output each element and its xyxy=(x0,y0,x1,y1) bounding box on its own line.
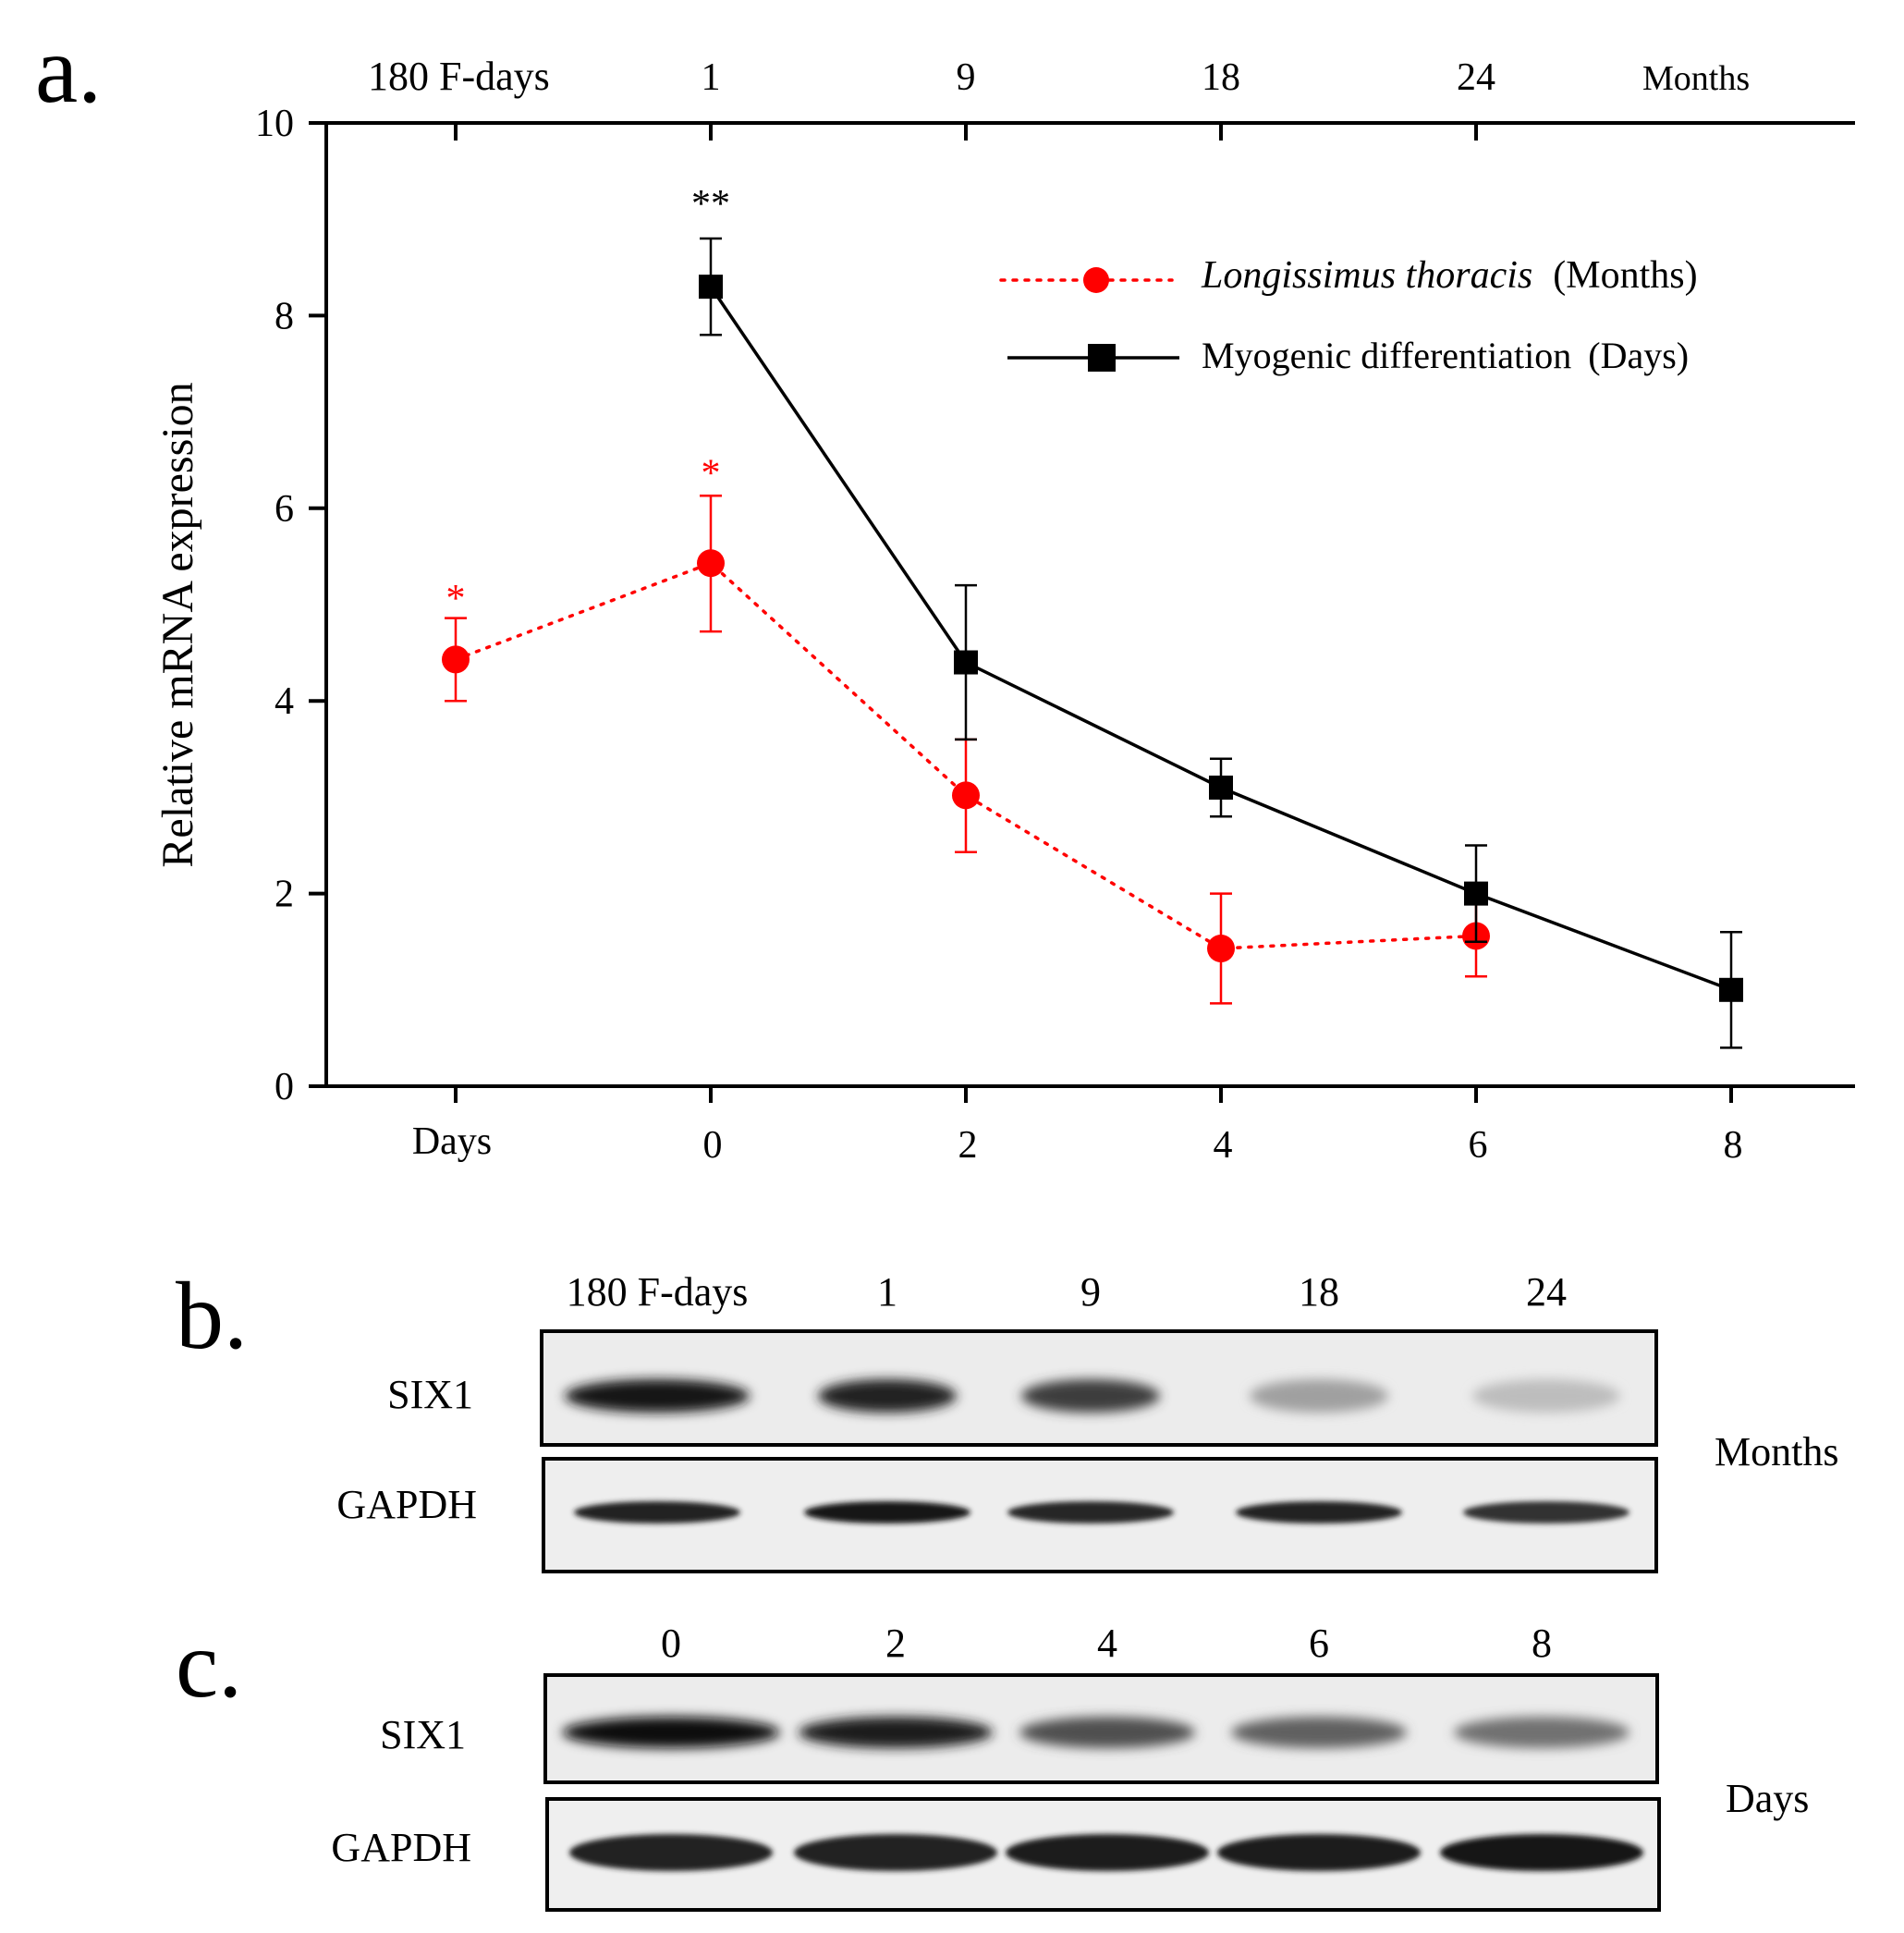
x-bottom-tick-label: 8 xyxy=(1724,1124,1743,1167)
x-top-tick-label: 18 xyxy=(1202,56,1240,99)
western_c-lane-label: 2 xyxy=(885,1621,906,1666)
western_c-gapdh-band xyxy=(1217,1834,1421,1871)
significance-marker: * xyxy=(446,578,466,620)
y-axis-label: Relative mRNA expression xyxy=(153,382,202,867)
data-point xyxy=(442,645,470,674)
data-point xyxy=(1464,881,1488,906)
x-top-tick-label: 180 F-days xyxy=(368,54,550,99)
x-bottom-tick-label: 4 xyxy=(1214,1124,1233,1167)
data-point xyxy=(1209,775,1233,800)
western_c-six1-band xyxy=(1019,1717,1195,1748)
data-point xyxy=(954,650,978,675)
western_b-gapdh-band xyxy=(1007,1501,1174,1523)
western_b-six1-band xyxy=(1250,1379,1388,1413)
western_c-lane-label: 4 xyxy=(1097,1621,1117,1666)
data-point xyxy=(1207,934,1235,962)
western_b-gapdh-band xyxy=(574,1501,740,1523)
x-top-tick-label: 24 xyxy=(1457,56,1495,99)
significance-marker: * xyxy=(702,453,721,495)
legend-label-red: Longissimus thoracis (Months) xyxy=(1201,254,1698,297)
western_b-gapdh-band xyxy=(1463,1501,1629,1523)
legend-series1-suffix: (Months) xyxy=(1553,254,1697,297)
blot-c-side-label: Days xyxy=(1726,1776,1809,1821)
y-tick-label: 2 xyxy=(275,874,294,916)
legend-marker-square xyxy=(1088,344,1116,372)
blot-b-side-label: Months xyxy=(1715,1429,1838,1474)
western_b-gapdh-band xyxy=(804,1501,970,1523)
x-top-tick-label: 9 xyxy=(957,56,976,99)
western_c-six1-band xyxy=(799,1717,993,1748)
blot-c-row-label-six1: SIX1 xyxy=(380,1712,466,1757)
x-bottom-tick-label: Days xyxy=(412,1120,492,1163)
western_c-six1-band xyxy=(562,1717,780,1748)
western_c-lane-label: 8 xyxy=(1532,1621,1552,1666)
x-bottom-tick-label: 2 xyxy=(958,1124,978,1167)
x-top-tick-label: 1 xyxy=(702,56,721,99)
western_c-six1-band xyxy=(1231,1717,1407,1748)
significance-marker: ** xyxy=(691,183,730,226)
panel-label-a: a. xyxy=(35,17,102,123)
western_b-lane-label: 180 F-days xyxy=(567,1269,749,1315)
x-bottom-tick-label: 6 xyxy=(1469,1124,1488,1167)
legend-marker-circle xyxy=(1083,267,1109,293)
legend-series2-name: Myogenic differentiation xyxy=(1202,335,1571,376)
western_c-six1-band xyxy=(1454,1717,1629,1748)
western_b-six1-band xyxy=(1472,1379,1620,1413)
data-point xyxy=(699,275,723,300)
x-top-tick-label: Months xyxy=(1642,59,1750,98)
western_b-lane-label: 24 xyxy=(1526,1269,1567,1315)
western_b-lane-label: 9 xyxy=(1080,1269,1101,1315)
western_b-six1-band xyxy=(818,1379,957,1413)
western_b-gapdh-band xyxy=(1236,1501,1402,1523)
western_c-gapdh-band xyxy=(1440,1834,1643,1871)
western_c-gapdh-band xyxy=(569,1834,773,1871)
western_b-lane-label: 1 xyxy=(877,1269,897,1315)
y-tick-label: 0 xyxy=(275,1066,294,1108)
series-line-myogenic xyxy=(709,286,1732,992)
legend: Longissimus thoracis (Months) Myogenic di… xyxy=(999,254,1698,376)
blot-b-row-label-gapdh: GAPDH xyxy=(336,1482,477,1527)
western_c-gapdh-band xyxy=(794,1834,997,1871)
y-tick-label: 10 xyxy=(255,103,294,145)
data-point xyxy=(952,781,980,810)
panel-label-c: c. xyxy=(176,1611,242,1718)
blot-b-row-label-six1: SIX1 xyxy=(387,1372,473,1417)
western_c-lane-label: 0 xyxy=(661,1621,681,1666)
legend-series1-name: Longissimus thoracis xyxy=(1201,254,1532,297)
western_b-six1-band xyxy=(565,1379,750,1413)
western-blot-b: 180 F-days 1 9 18 24 SIX1 GAPDH Months xyxy=(336,1269,1838,1573)
x-bottom-tick-label: 0 xyxy=(703,1124,723,1167)
western_c-lane-label: 6 xyxy=(1309,1621,1329,1666)
data-point xyxy=(697,549,725,578)
legend-label-black: Myogenic differentiation (Days) xyxy=(1202,335,1689,376)
y-tick-label: 6 xyxy=(275,488,294,531)
panel-label-b: b. xyxy=(176,1263,248,1369)
western-blot-c: 0 2 4 6 8 SIX1 GAPDH Days xyxy=(331,1621,1809,1912)
y-tick-label: 8 xyxy=(275,295,294,337)
series-line-longissimus xyxy=(454,561,1478,950)
legend-series2-suffix: (Days) xyxy=(1588,335,1689,376)
blot-c-row-label-gapdh: GAPDH xyxy=(331,1825,471,1870)
y-tick-label: 4 xyxy=(275,680,294,723)
western_b-lane-label: 18 xyxy=(1299,1269,1339,1315)
data-point xyxy=(1719,977,1743,1002)
western_c-gapdh-band xyxy=(1006,1834,1209,1871)
western_b-six1-band xyxy=(1021,1379,1160,1413)
